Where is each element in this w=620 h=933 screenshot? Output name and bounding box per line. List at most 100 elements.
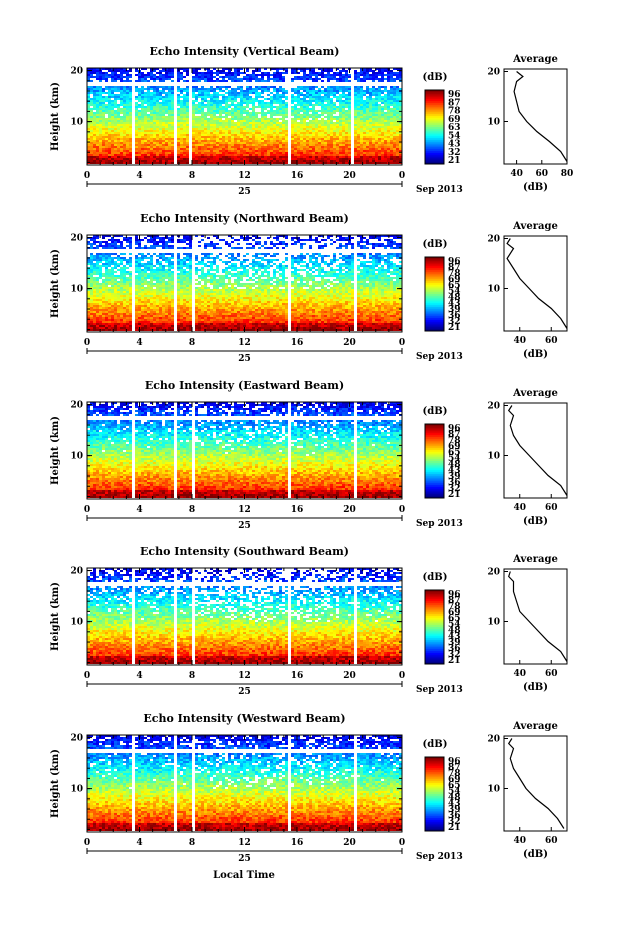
heatmap-cell [315,144,318,146]
heatmap-cell [201,90,204,92]
heatmap-cell [264,130,267,132]
heatmap-cell [315,102,318,104]
heatmap-cell [114,243,117,245]
heatmap-cell [99,112,102,114]
heatmap-cell [147,126,150,128]
heatmap-cell [270,136,273,138]
heatmap-cell [99,110,102,112]
heatmap-cell [261,92,264,94]
heatmap-cell [246,160,249,162]
heatmap-cell [264,86,267,88]
heatmap-cell [114,76,117,78]
heatmap-cell [387,128,390,130]
heatmap-cell [261,112,264,114]
heatmap-cell [318,104,321,106]
heatmap-cell [210,146,213,148]
heatmap-cell [345,114,348,116]
heatmap-cell [138,138,141,140]
heatmap-cell [108,136,111,138]
heatmap-cell [111,257,114,259]
heatmap-cell [219,128,222,130]
heatmap-cell [363,150,366,152]
heatmap-cell [279,106,282,108]
heatmap-cell [102,110,105,112]
heatmap-cell [225,132,228,134]
heatmap-cell [108,277,111,279]
heatmap-cell [342,96,345,98]
heatmap-cell [105,291,108,293]
heatmap-cell [129,70,132,72]
heatmap-cell [378,118,381,120]
heatmap-cell [111,148,114,150]
heatmap-cell [297,76,300,78]
heatmap-cell [150,110,153,112]
heatmap-cell [99,136,102,138]
heatmap-cell [339,72,342,74]
heatmap-cell [234,146,237,148]
heatmap-cell [99,307,102,309]
heatmap-cell [162,86,165,88]
heatmap-cell [228,160,231,162]
heatmap-cell [102,78,105,80]
heatmap-cell [99,150,102,152]
heatmap-cell [153,144,156,146]
heatmap-cell [228,120,231,122]
heatmap-cell [300,104,303,106]
heatmap-cell [93,241,96,243]
heatmap-cell [99,313,102,315]
heatmap-cell [393,152,396,154]
heatmap-cell [216,136,219,138]
heatmap-cell [123,305,126,307]
heatmap-cell [228,142,231,144]
heatmap-cell [117,94,120,96]
heatmap-cell [114,130,117,132]
heatmap-cell [138,136,141,138]
heatmap-cell [138,152,141,154]
heatmap-cell [321,158,324,160]
heatmap-cell [255,126,258,128]
heatmap-cell [111,267,114,269]
heatmap-cell [300,140,303,142]
heatmap-cell [150,108,153,110]
heatmap-cell [303,76,306,78]
heatmap-cell [93,243,96,245]
heatmap-cell [135,98,138,100]
heatmap-cell [165,76,168,78]
heatmap-cell [195,80,198,82]
heatmap-cell [192,136,195,138]
heatmap-cell [108,160,111,162]
heatmap-cell [213,158,216,160]
heatmap-cell [138,132,141,134]
heatmap-cell [324,122,327,124]
heatmap-cell [309,122,312,124]
heatmap-cell [108,138,111,140]
heatmap-cell [114,315,117,317]
heatmap-cell [294,100,297,102]
heatmap-cell [99,285,102,287]
heatmap-cell [249,92,252,94]
heatmap-cell [216,104,219,106]
heatmap-cell [381,138,384,140]
heatmap-cell [291,94,294,96]
heatmap-cell [201,162,204,164]
heatmap-cell [303,80,306,82]
heatmap-cell [360,144,363,146]
heatmap-cell [129,150,132,152]
heatmap-cell [246,120,249,122]
heatmap-cell [108,289,111,291]
heatmap-cell [297,88,300,90]
heatmap-cell [258,118,261,120]
heatmap-cell [120,297,123,299]
heatmap-cell [126,285,129,287]
heatmap-cell [216,94,219,96]
heatmap-cell [363,74,366,76]
heatmap-cell [177,160,180,162]
heatmap-cell [117,307,120,309]
heatmap-cell [282,152,285,154]
heatmap-cell [369,100,372,102]
heatmap-cell [96,265,99,267]
heatmap-cell [105,124,108,126]
heatmap-cell [102,104,105,106]
heatmap-cell [126,327,129,329]
heatmap-cell [195,88,198,90]
